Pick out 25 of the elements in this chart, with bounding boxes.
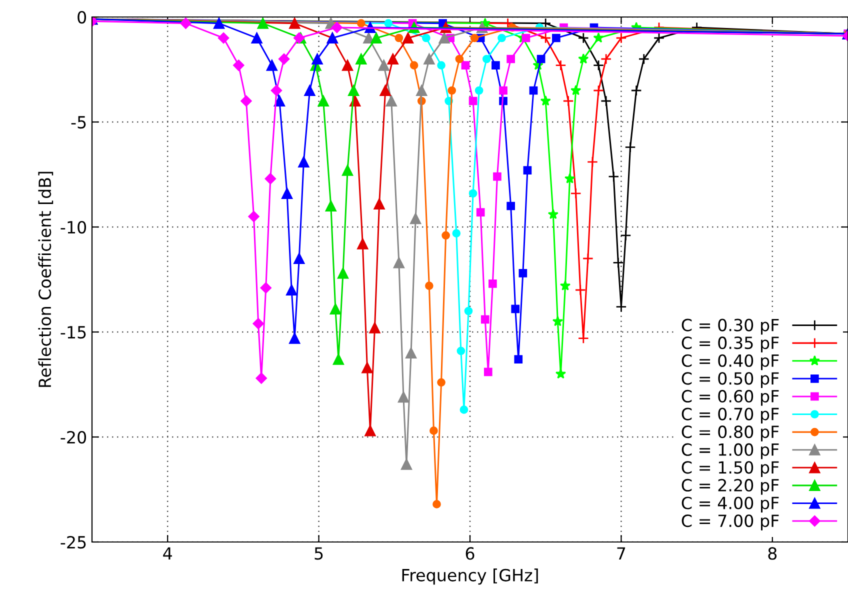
y-tick-label: -20 [60,430,86,444]
legend-label: C = 2.20 pF [682,478,779,495]
y-tick-label: -10 [60,220,86,234]
x-tick-label: 7 [617,547,626,560]
legend-label: C = 0.35 pF [682,336,779,352]
y-tick-label: -5 [71,116,86,129]
legend-label: C = 0.60 pF [682,390,779,406]
legend-label: C = 0.50 pF [682,372,779,388]
x-tick-label: 6 [466,547,474,560]
legend-label: C = 0.30 pF [682,318,779,335]
x-tick-label: 8 [768,547,777,560]
y-tick-label: -25 [60,536,86,549]
legend-label: C = 7.00 pF [682,514,779,530]
y-tick-label: 0 [78,10,86,24]
x-axis-title: Frequency [GHz] [402,568,538,585]
y-tick-label: -15 [60,326,86,339]
x-tick-label: 5 [314,547,323,560]
legend-label: C = 1.50 pF [682,461,779,477]
x-tick-label: 4 [163,547,172,560]
legend-label: C = 0.40 pF [682,354,779,370]
legend-label: C = 4.00 pF [682,496,779,513]
legend-label: C = 1.00 pF [682,443,779,460]
y-axis-title: Reflection Coefficient [dB] [38,172,54,387]
legend-label: C = 0.70 pF [682,408,779,424]
legend-label: C = 0.80 pF [682,426,779,442]
